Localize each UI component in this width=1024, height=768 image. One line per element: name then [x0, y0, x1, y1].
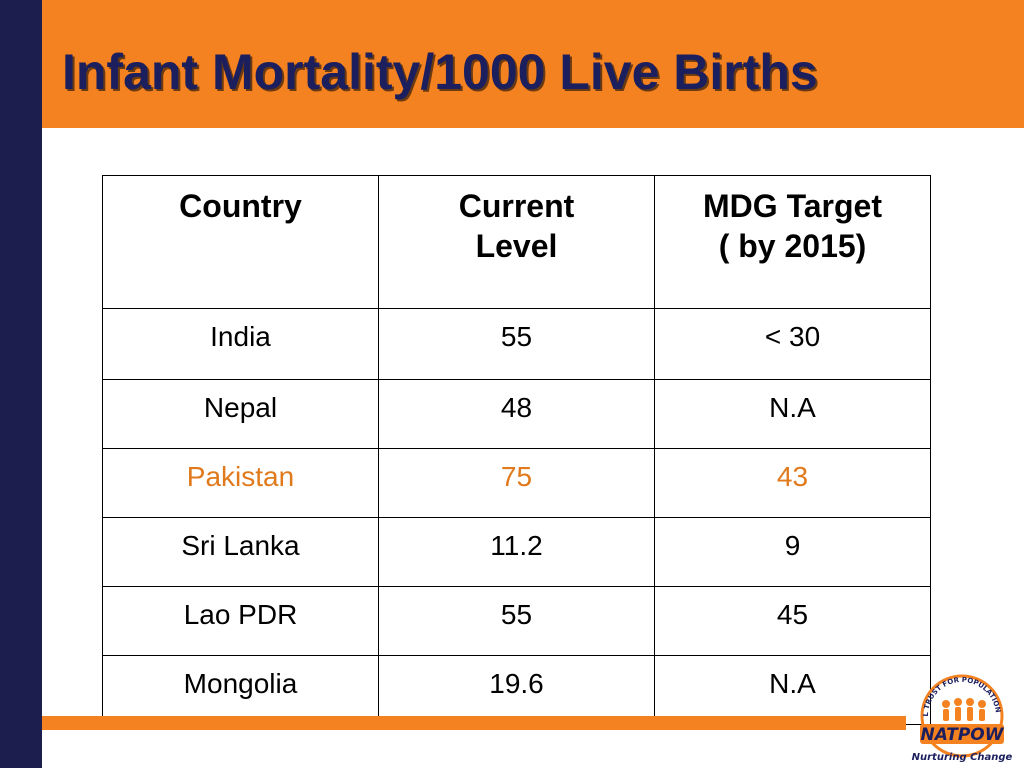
- title-band: [42, 0, 1024, 128]
- table-row: India 55 < 30: [102, 308, 931, 380]
- cell-current-level: 19.6: [378, 655, 655, 725]
- header-mdg-target: MDG Target ( by 2015): [654, 175, 931, 309]
- cell-country: Sri Lanka: [102, 517, 379, 587]
- slide-title: Infant Mortality/1000 Live Births: [62, 44, 818, 100]
- table-row: Lao PDR 55 45: [102, 586, 931, 656]
- header-current-level-line-1: Current: [458, 188, 575, 224]
- people-icon: [942, 698, 986, 721]
- cell-country: Nepal: [102, 379, 379, 449]
- cell-mdg-target: 9: [654, 517, 931, 587]
- cell-current-level: 11.2: [378, 517, 655, 587]
- table-header-row: Country Current Level MDG Target ( by 20…: [102, 175, 931, 309]
- cell-mdg-target: N.A: [654, 655, 931, 725]
- cell-country: India: [102, 308, 379, 380]
- footer-accent-line: [42, 716, 906, 730]
- cell-current-level: 75: [378, 448, 655, 518]
- table-row-highlighted: Pakistan 75 43: [102, 448, 931, 518]
- cell-country: Lao PDR: [102, 586, 379, 656]
- header-country-line-1: Country: [179, 188, 302, 224]
- header-current-level-line-2: Level: [475, 228, 558, 264]
- cell-mdg-target: 43: [654, 448, 931, 518]
- logo-ring-text: NATIONAL TRUST FOR POPULATION WELFARE: [906, 666, 1002, 717]
- cell-current-level: 48: [378, 379, 655, 449]
- table-row: Mongolia 19.6 N.A: [102, 655, 931, 725]
- cell-mdg-target: N.A: [654, 379, 931, 449]
- logo-name: NATPOW: [920, 725, 1004, 745]
- left-accent-bar: [0, 0, 42, 768]
- cell-mdg-target: 45: [654, 586, 931, 656]
- infant-mortality-table: Country Current Level MDG Target ( by 20…: [102, 175, 931, 725]
- logo-tagline: Nurturing Change: [912, 752, 1013, 763]
- cell-country: Pakistan: [102, 448, 379, 518]
- natpow-logo: NATIONAL TRUST FOR POPULATION WELFARE NA…: [906, 666, 1013, 763]
- header-mdg-target-line-2: ( by 2015): [718, 228, 867, 264]
- cell-current-level: 55: [378, 308, 655, 380]
- cell-mdg-target: < 30: [654, 308, 931, 380]
- header-country: Country: [102, 175, 379, 309]
- table-row: Sri Lanka 11.2 9: [102, 517, 931, 587]
- cell-country: Mongolia: [102, 655, 379, 725]
- cell-current-level: 55: [378, 586, 655, 656]
- header-current-level: Current Level: [378, 175, 655, 309]
- table-row: Nepal 48 N.A: [102, 379, 931, 449]
- header-mdg-target-line-1: MDG Target: [703, 188, 882, 224]
